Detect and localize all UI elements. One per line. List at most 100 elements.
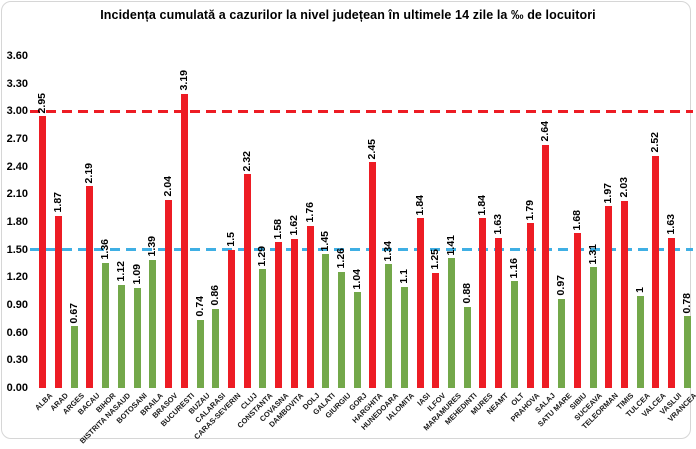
bar-value-label-sibiu: 1.68	[570, 209, 583, 231]
bar-value-label-dolj: 1.76	[303, 202, 316, 223]
bar-value-label-olt: 1.16	[507, 257, 520, 279]
bar-value-label-covasna: 1.58	[272, 218, 285, 240]
bar-value-label-galati: 1.45	[319, 230, 332, 252]
bar-value-label-brasov: 2.04	[162, 176, 175, 197]
bar-satu-mare	[558, 298, 566, 388]
bar-value-label-ilfov: 1.25	[429, 249, 442, 270]
y-axis-tick-label: 1.80	[6, 216, 28, 229]
bar-value-label-hunedoara: 1.34	[382, 241, 395, 262]
y-axis-tick-label: 0.90	[6, 299, 28, 312]
bar-bucuresti	[180, 93, 188, 388]
bar-value-label-giurgiu: 1.26	[334, 248, 347, 269]
bar-value-label-vrancea: 0.78	[680, 292, 693, 314]
bar-value-label-botosani: 1.09	[130, 264, 143, 285]
bar-value-label-harghita: 2.45	[366, 138, 379, 160]
bar-value-label-bacau: 2.19	[83, 162, 96, 184]
bar-value-label-arad: 1.87	[52, 192, 65, 213]
bar-value-label-dambovita: 1.62	[287, 215, 300, 236]
bar-hunedoara	[385, 264, 393, 388]
bar-value-label-bihor: 1.36	[99, 239, 112, 260]
bar-value-label-tulcea: 1	[633, 286, 646, 293]
bar-value-label-alba: 2.95	[36, 92, 49, 114]
blue-dashed-threshold	[30, 248, 693, 252]
y-axis-tick-label: 2.70	[6, 133, 28, 146]
bar-botosani	[133, 287, 141, 388]
bar-bacau	[86, 186, 94, 388]
y-axis-tick-label: 0.00	[6, 382, 28, 394]
bar-value-label-ialomita: 1.1	[397, 268, 410, 284]
bar-harghita	[369, 162, 377, 388]
bar-value-label-neamt: 1.63	[492, 214, 505, 235]
bar-gorj	[353, 292, 361, 388]
bar-timis	[620, 200, 628, 388]
bar-galati	[322, 254, 330, 388]
bar-cluj	[243, 174, 251, 388]
bar-brasov	[165, 199, 173, 388]
bar-value-label-iasi: 1.84	[413, 194, 426, 216]
bar-value-label-calarasi: 0.86	[209, 285, 222, 306]
bar-calarasi	[212, 308, 220, 388]
bar-arad	[55, 215, 63, 388]
y-axis-tick-label: 3.60	[6, 50, 28, 63]
bar-value-label-bistrita-nasaud: 1.12	[114, 261, 127, 282]
y-axis-tick-label: 3.00	[6, 105, 28, 118]
bar-sibiu	[573, 233, 581, 388]
bar-neamt	[495, 237, 503, 388]
bar-prahova	[526, 222, 534, 388]
bar-mures	[479, 218, 487, 388]
bar-value-label-vaslui: 1.63	[665, 214, 678, 235]
bar-alba	[39, 116, 47, 388]
bar-value-label-mures: 1.84	[476, 194, 489, 216]
bar-iasi	[416, 218, 424, 388]
bar-dambovita	[290, 238, 298, 388]
bar-dolj	[306, 225, 314, 388]
y-axis-tick-label: 0.30	[6, 354, 28, 367]
bar-covasna	[275, 242, 283, 388]
bar-salaj	[542, 144, 550, 388]
bar-valcea	[652, 155, 660, 388]
bar-mehedinti	[463, 306, 471, 388]
y-axis-tick-label: 1.50	[6, 243, 28, 256]
bar-ilfov	[432, 272, 440, 388]
bar-value-label-arges: 0.67	[67, 302, 80, 324]
bar-value-label-gorj: 1.04	[350, 268, 363, 290]
bar-teleorman	[605, 206, 613, 388]
bar-ialomita	[400, 286, 408, 388]
bar-value-label-buzau: 0.74	[193, 296, 206, 317]
bar-value-label-valcea: 2.52	[649, 132, 662, 153]
y-axis-tick-label: 3.30	[6, 77, 28, 90]
red-dashed-threshold	[30, 109, 693, 113]
bar-suceava	[589, 267, 597, 388]
bar-value-label-constanta: 1.29	[256, 245, 269, 267]
bar-value-label-prahova: 1.79	[523, 199, 536, 220]
bar-value-label-cluj: 2.32	[240, 150, 253, 172]
bar-value-label-suceava: 1.31	[586, 243, 599, 265]
bar-arges	[70, 326, 78, 388]
y-axis-tick-label: 2.10	[6, 188, 28, 201]
bar-maramures	[448, 257, 456, 388]
chart-title: Incidența cumulată a cazurilor la nivel …	[100, 8, 596, 22]
bar-value-label-mehedinti: 0.88	[460, 283, 473, 304]
y-axis-tick-label: 2.40	[6, 160, 28, 173]
bar-value-label-salaj: 2.64	[539, 121, 552, 142]
bar-value-label-teleorman: 1.97	[602, 182, 615, 204]
y-axis-tick-label: 0.60	[6, 326, 28, 339]
bar-caras-severin	[227, 249, 235, 388]
bar-tulcea	[636, 295, 644, 388]
bar-value-label-maramures: 1.41	[445, 234, 458, 255]
bar-value-label-timis: 2.03	[617, 177, 630, 198]
bar-buzau	[196, 319, 204, 388]
y-axis-tick-label: 1.20	[6, 271, 28, 284]
bar-value-label-satu-mare: 0.97	[555, 275, 568, 296]
bar-bistrita-nasaud	[117, 284, 125, 388]
bar-vrancea	[683, 316, 691, 388]
bar-braila	[149, 259, 157, 388]
bar-constanta	[259, 269, 267, 388]
bar-giurgiu	[337, 271, 345, 388]
bar-olt	[510, 281, 518, 388]
bar-value-label-caras-severin: 1.5	[224, 232, 237, 247]
bar-bihor	[102, 262, 110, 388]
bar-value-label-braila: 1.39	[146, 236, 159, 257]
